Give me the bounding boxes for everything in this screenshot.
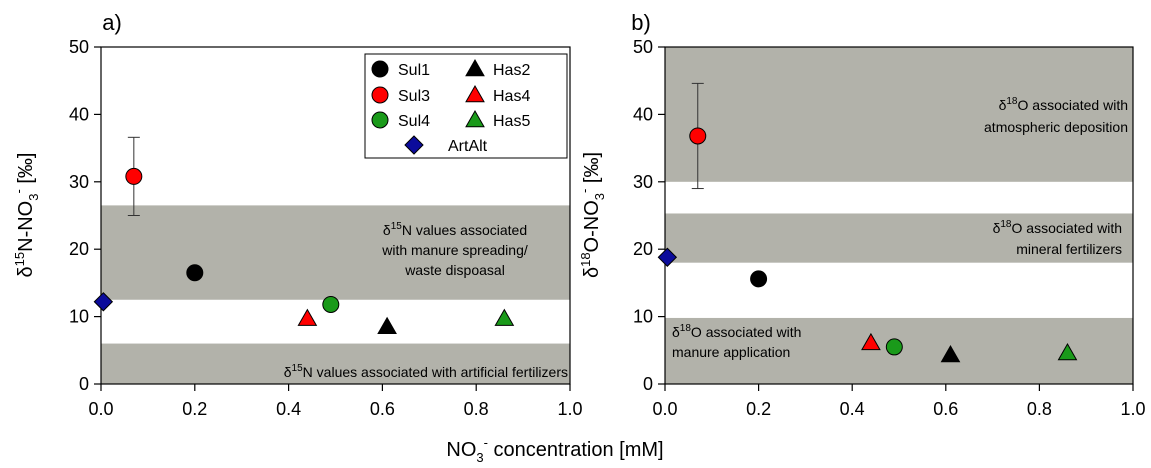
x-tick-label: 0.2 <box>182 399 207 419</box>
legend-label: Sul1 <box>398 62 430 79</box>
legend-marker <box>465 109 485 128</box>
legend-marker <box>465 84 485 103</box>
band-label: δ18O associated with atmospheric depositi… <box>984 96 1128 135</box>
y-tick-label: 40 <box>633 104 653 124</box>
data-point-sul3 <box>689 127 707 145</box>
data-point-sul4 <box>885 338 903 356</box>
legend-marker <box>404 135 424 155</box>
data-point-sul1 <box>750 270 768 288</box>
legend-label: Sul4 <box>398 113 430 130</box>
band-label: δ15N values associated with manure spread… <box>381 221 528 278</box>
y-tick-label: 0 <box>79 374 89 394</box>
legend-label: Has4 <box>493 88 530 105</box>
panel-a: δ15N values associated with manure spread… <box>11 10 583 419</box>
legend-marker <box>371 111 389 129</box>
plot-frame <box>100 46 571 385</box>
legend-label: Has2 <box>493 62 530 79</box>
data-point-artalt <box>93 292 114 312</box>
data-point-sul4 <box>322 295 340 313</box>
y-tick-label: 30 <box>633 172 653 192</box>
legend-label: ArtAlt <box>448 138 488 155</box>
data-point-has5 <box>494 308 515 326</box>
x-tick-label: 0.0 <box>652 399 677 419</box>
y-tick-label: 20 <box>69 239 89 259</box>
panel-b: δ18O associated with atmospheric depositi… <box>577 10 1146 419</box>
y-tick-label: 50 <box>69 37 89 57</box>
data-point-sul1 <box>186 264 204 282</box>
shaded-band <box>101 343 570 384</box>
data-point-has2 <box>377 316 397 334</box>
data-point-has2 <box>940 345 961 363</box>
shared-x-axis-label: NO3- concentration [mM] <box>446 435 663 465</box>
data-point-has5 <box>1057 342 1078 361</box>
panel-label: b) <box>631 10 651 35</box>
shaded-band <box>665 213 1133 263</box>
shaded-band <box>101 205 570 300</box>
x-tick-label: 0.4 <box>840 399 865 419</box>
legend-marker <box>371 86 389 104</box>
x-tick-label: 0.6 <box>370 399 395 419</box>
y-axis-label: δ18O-NO3- [‰] <box>577 152 607 278</box>
data-point-sul3 <box>125 167 143 185</box>
data-point-artalt <box>657 247 678 267</box>
band-label: δ18O associated with mineral fertilizers <box>993 219 1122 257</box>
band-label: δ15N values associated with artificial f… <box>284 363 568 380</box>
y-tick-label: 10 <box>633 307 653 327</box>
x-tick-label: 0.0 <box>88 399 113 419</box>
x-tick-label: 0.8 <box>464 399 489 419</box>
y-tick-label: 50 <box>633 37 653 57</box>
y-tick-label: 40 <box>69 104 89 124</box>
y-tick-label: 20 <box>633 239 653 259</box>
legend-marker <box>465 58 485 77</box>
x-tick-label: 1.0 <box>557 399 582 419</box>
x-tick-label: 1.0 <box>1120 399 1145 419</box>
x-tick-label: 0.6 <box>933 399 958 419</box>
legend-label: Sul3 <box>398 88 430 105</box>
legend: Sul1 Has2 Sul3 Has4 Sul4 Has5 ArtAlt <box>364 53 568 159</box>
legend-marker <box>371 60 389 78</box>
x-tick-label: 0.4 <box>276 399 301 419</box>
x-tick-label: 0.8 <box>1027 399 1052 419</box>
data-point-has4 <box>861 332 881 351</box>
legend-label: Has5 <box>493 113 530 130</box>
band-label: δ18O associated with manure application <box>672 323 801 360</box>
y-axis-label: δ15N-NO3- [‰] <box>11 153 41 278</box>
x-tick-label: 0.2 <box>746 399 771 419</box>
panel-label: a) <box>102 10 122 35</box>
y-tick-label: 0 <box>643 374 653 394</box>
y-tick-label: 30 <box>69 172 89 192</box>
data-point-has4 <box>297 308 318 326</box>
legend-box <box>364 53 568 159</box>
plot-frame <box>664 46 1134 385</box>
shaded-band <box>665 47 1133 182</box>
y-tick-label: 10 <box>69 307 89 327</box>
